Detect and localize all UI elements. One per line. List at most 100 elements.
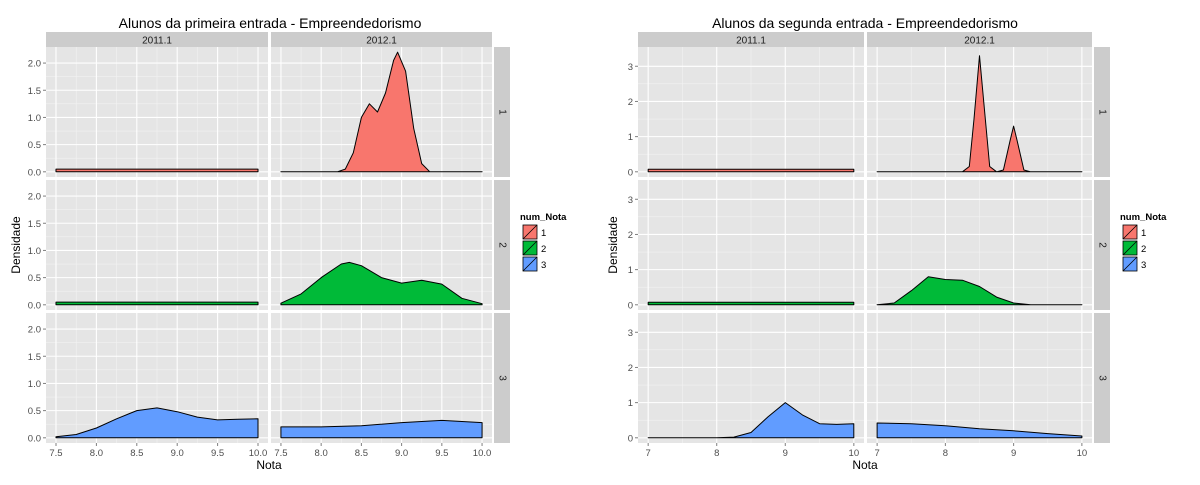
y-tick-label: 2 — [628, 230, 633, 241]
y-tick-label: 1.5 — [28, 219, 41, 230]
row-strip — [494, 313, 510, 443]
y-tick-label: 0 — [628, 300, 633, 311]
figure-2: Alunos da segunda entrada - Empreendedor… — [606, 15, 1167, 472]
y-tick-label: 1.5 — [28, 352, 41, 363]
x-tick-label: 8 — [714, 448, 719, 459]
x-tick-label: 10.0 — [473, 448, 492, 459]
x-tick-label: 8.0 — [90, 448, 103, 459]
y-tick-label: 0.5 — [28, 273, 41, 284]
density-area-3 — [280, 419, 483, 439]
panel-2012.1-3: 7.5 8.0 8.5 9.0 9.5 10.0 — [271, 313, 492, 459]
x-tick-label: 8.5 — [130, 448, 143, 459]
legend-swatch-slash — [522, 240, 538, 256]
panel-2011.1-3: 0.0 0.5 1.0 1.5 2.0 7.5 8.0 8.5 9.0 9.5 10.0 — [28, 313, 268, 459]
panel-2011.1-1: 0.0 0.5 1.0 1.5 2.0 — [28, 47, 268, 178]
figure-1: Alunos da primeira entrada - Empreendedo… — [9, 15, 567, 472]
y-tick-label: 1.0 — [28, 246, 41, 257]
chart-title: Alunos da segunda entrada - Empreendedor… — [712, 15, 1018, 31]
y-axis-label: Densidade — [9, 216, 23, 274]
y-tick-label: 0.0 — [28, 167, 41, 178]
x-tick-label: 7 — [646, 448, 651, 459]
legend-label: 2 — [1141, 244, 1146, 255]
panel-2011.1-3: 0 1 2 3 7 8 9 10 — [628, 313, 864, 459]
col-strip-label: 2011.1 — [142, 36, 172, 47]
row-strip-label: 3 — [497, 375, 508, 381]
x-tick-label: 9 — [1011, 448, 1016, 459]
density-area-3 — [647, 402, 855, 439]
x-tick-label: 8.0 — [315, 448, 328, 459]
col-strip-label: 2012.1 — [366, 36, 397, 47]
x-tick-label: 8 — [943, 448, 948, 459]
col-strip — [638, 32, 864, 47]
col-strip — [271, 32, 492, 47]
panel-2012.1-2 — [271, 180, 492, 310]
density-area-1 — [876, 55, 1083, 173]
chart-title: Alunos da primeira entrada - Empreendedo… — [119, 15, 422, 31]
x-tick-label: 8.5 — [355, 448, 368, 459]
panel-2011.1-2: 0.0 0.5 1.0 1.5 2.0 — [28, 180, 268, 311]
row-strip-label: 2 — [497, 242, 508, 248]
row-strip-label: 1 — [1097, 109, 1108, 115]
legend: num_Nota 1 2 3 — [520, 212, 567, 272]
y-tick-label: 1.0 — [28, 113, 41, 124]
col-strip-label: 2011.1 — [736, 36, 766, 47]
x-tick-label: 7.5 — [274, 448, 287, 459]
y-tick-label: 1 — [628, 265, 633, 276]
legend-swatch-slash — [1122, 224, 1138, 240]
y-tick-label: 3 — [628, 328, 633, 339]
panel-2012.1-1 — [271, 47, 492, 177]
x-axis-label: Nota — [852, 458, 878, 472]
x-tick-label: 9 — [783, 448, 788, 459]
y-tick-label: 0.5 — [28, 140, 41, 151]
y-tick-label: 2 — [628, 97, 633, 108]
density-area-1 — [280, 51, 483, 173]
density-area-3 — [55, 407, 259, 439]
x-tick-label: 9.0 — [395, 448, 408, 459]
y-tick-label: 0 — [628, 167, 633, 178]
x-tick-label: 10 — [849, 448, 860, 459]
y-axis-label: Densidade — [606, 216, 620, 274]
density-area-3 — [876, 422, 1083, 439]
density-area-2 — [55, 301, 259, 306]
legend-label: 3 — [541, 260, 546, 271]
y-tick-label: 2 — [628, 363, 633, 374]
panel-2012.1-2 — [867, 180, 1092, 310]
legend-swatch-slash — [522, 224, 538, 240]
legend-title: num_Nota — [520, 212, 567, 223]
x-tick-label: 9.5 — [211, 448, 224, 459]
density-area-2 — [876, 276, 1083, 306]
y-tick-label: 0.0 — [28, 300, 41, 311]
y-tick-label: 3 — [628, 62, 633, 73]
legend-label: 1 — [541, 228, 546, 239]
row-strip — [1094, 47, 1110, 177]
x-tick-label: 10 — [1077, 448, 1088, 459]
col-strip — [46, 32, 268, 47]
density-area-2 — [647, 301, 855, 306]
y-tick-label: 1.5 — [28, 86, 41, 97]
panel-2011.1-2: 0 1 2 3 — [628, 180, 864, 311]
density-area-2 — [280, 261, 483, 306]
legend-swatch-slash — [522, 256, 538, 272]
row-strip — [1094, 180, 1110, 310]
legend: num_Nota 1 2 3 — [1120, 212, 1167, 272]
panel-2011.1-1: 0 1 2 3 — [628, 47, 864, 178]
row-strip-label: 1 — [497, 109, 508, 115]
y-tick-label: 0 — [628, 433, 633, 444]
legend-label: 2 — [541, 244, 546, 255]
x-tick-label: 7 — [874, 448, 879, 459]
x-axis-label: Nota — [256, 458, 282, 472]
row-strip-label: 2 — [1097, 242, 1108, 248]
y-tick-label: 2.0 — [28, 192, 41, 203]
row-strip-label: 3 — [1097, 375, 1108, 381]
legend-swatch-slash — [1122, 256, 1138, 272]
row-strip — [494, 180, 510, 310]
legend-title: num_Nota — [1120, 212, 1167, 223]
density-area-1 — [647, 168, 855, 173]
panel-2012.1-3: 7 8 9 10 — [867, 313, 1092, 459]
row-strip — [494, 47, 510, 177]
y-tick-label: 2.0 — [28, 325, 41, 336]
panel-2012.1-1 — [867, 47, 1092, 177]
x-tick-label: 7.5 — [49, 448, 62, 459]
